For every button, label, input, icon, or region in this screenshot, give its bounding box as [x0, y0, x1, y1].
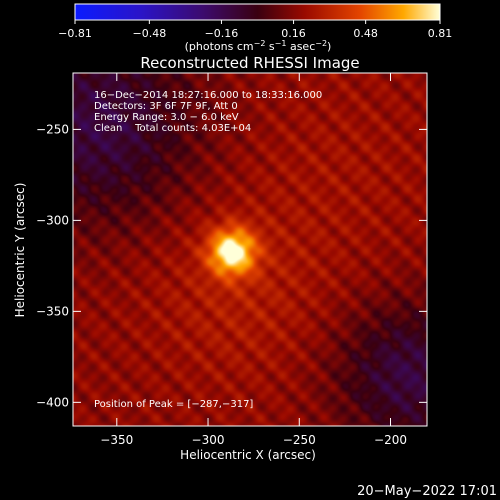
colorbar-tick-label: −0.16	[205, 27, 239, 40]
colorbar-ticks: −0.81 −0.48 −0.16 0.16 0.48 0.81	[58, 20, 452, 40]
annotation-line: 16−Dec−2014 18:27:16.000 to 18:33:16.000	[94, 90, 322, 101]
y-tick-label: −250	[36, 122, 69, 136]
colorbar-tick-label: −0.81	[58, 27, 92, 40]
chart-title: Reconstructed RHESSI Image	[140, 54, 359, 72]
plot-frame	[72, 72, 428, 427]
annotation-line: Detectors: 3F 6F 7F 9F, Att 0	[94, 101, 238, 112]
y-tick-label: −400	[36, 395, 69, 409]
y-axis-label: Heliocentric Y (arcsec)	[13, 183, 27, 318]
colorbar-tick-label: 0.16	[281, 27, 306, 40]
annotation-block: 16−Dec−2014 18:27:16.000 to 18:33:16.000…	[94, 90, 322, 134]
x-tick-label: −350	[100, 433, 133, 447]
x-tick-label: −250	[283, 433, 316, 447]
footer-timestamp: 20−May−2022 17:01	[357, 484, 497, 499]
colorbar-tick-label: −0.48	[132, 27, 166, 40]
y-tick-label: −350	[36, 304, 69, 318]
x-tick-label: −200	[374, 433, 407, 447]
x-axis-label: Heliocentric X (arcsec)	[180, 448, 316, 462]
x-tick-label: −300	[192, 433, 225, 447]
y-tick-label: −300	[36, 213, 69, 227]
heatmap-canvas	[73, 73, 427, 426]
annotation-line: Energy Range: 3.0 − 6.0 keV	[94, 112, 239, 123]
colorbar-unit: (photons cm−2 s−1 asec−2)	[185, 39, 332, 53]
colorbar-tick-label: 0.81	[428, 27, 453, 40]
colorbar-gradient	[74, 3, 441, 21]
x-axis: −350 −300 −250 −200	[100, 73, 407, 447]
peak-position-label: Position of Peak = [−287,−317]	[94, 399, 253, 410]
heatmap-image	[73, 73, 427, 426]
y-axis: −250 −300 −350 −400	[36, 122, 427, 409]
colorbar-tick-label: 0.48	[353, 27, 378, 40]
annotation-line: Clean Total counts: 4.03E+04	[94, 123, 251, 134]
colorbar: −0.81 −0.48 −0.16 0.16 0.48 0.81 (photons cm−…	[58, 3, 452, 53]
